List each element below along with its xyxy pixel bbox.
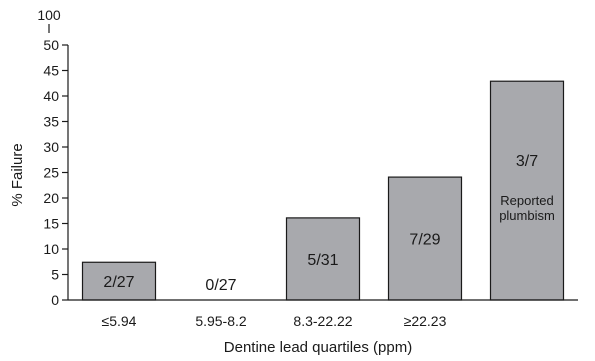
x-category-label: ≤5.94	[102, 313, 137, 329]
y-axis: 0 5 10 15 20 25 30 35 40 45 50 100	[37, 7, 69, 308]
bar-annotation: Reported	[500, 193, 553, 208]
x-category-label: 8.3-22.22	[293, 313, 352, 329]
bar	[81, 261, 157, 301]
y-tick-label: 40	[43, 88, 59, 104]
bar	[387, 176, 463, 301]
y-tick-label: 35	[43, 114, 59, 130]
x-category-label: 5.95-8.2	[195, 313, 247, 329]
bar-data-label: 3/7	[516, 153, 538, 170]
y-break-label: 100	[37, 7, 61, 23]
bar	[489, 80, 565, 301]
bar-data-label: 0/27	[205, 277, 236, 294]
bar-data-label: 2/27	[103, 274, 134, 291]
y-tick-label: 25	[43, 165, 59, 181]
bar-annotation: plumbism	[499, 208, 555, 223]
y-tick-label: 30	[43, 139, 59, 155]
y-tick-label: 45	[43, 63, 59, 79]
y-tick-label: 10	[43, 241, 59, 257]
x-category-label: ≥22.23	[404, 313, 447, 329]
y-tick-label: 0	[51, 292, 59, 308]
y-axis-title: % Failure	[9, 143, 26, 206]
y-tick-label: 5	[51, 267, 59, 283]
y-tick-label: 20	[43, 190, 59, 206]
x-axis-title: Dentine lead quartiles (ppm)	[224, 339, 412, 356]
y-tick-label: 50	[43, 37, 59, 53]
bar-data-label: 5/31	[307, 252, 338, 269]
x-axis: ≤5.94 5.95-8.2 8.3-22.22 ≥22.23	[68, 299, 578, 329]
bar-data-label: 7/29	[409, 232, 440, 249]
y-tick-label: 15	[43, 216, 59, 232]
